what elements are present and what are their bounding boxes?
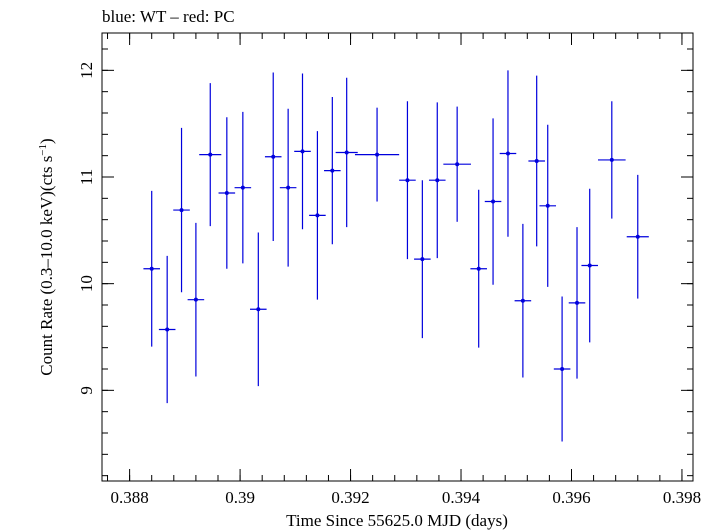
point-marker xyxy=(609,157,614,162)
data-point xyxy=(626,174,649,299)
point-marker xyxy=(240,185,245,190)
data-point xyxy=(568,227,586,379)
point-marker xyxy=(534,159,539,163)
y-tick-label: 12 xyxy=(77,62,96,79)
x-tick-label: 0.39 xyxy=(225,488,255,507)
data-point xyxy=(309,131,326,300)
y-tick-label: 11 xyxy=(77,169,96,185)
point-marker xyxy=(435,178,440,183)
point-marker xyxy=(545,203,550,208)
point-marker xyxy=(455,162,460,167)
data-point xyxy=(335,77,358,228)
data-point xyxy=(199,83,222,227)
point-marker xyxy=(587,263,592,268)
data-point xyxy=(264,72,282,241)
data-points xyxy=(143,70,649,442)
y-tick-label: 10 xyxy=(77,275,96,292)
data-point xyxy=(354,107,400,202)
data-point xyxy=(484,118,502,285)
point-marker xyxy=(149,266,154,271)
data-point xyxy=(218,117,236,269)
data-point xyxy=(143,190,160,347)
y-axis-title: Count Rate (0.3–10.0 keV)(cts s−1) xyxy=(37,138,56,375)
point-marker xyxy=(179,208,184,213)
point-marker xyxy=(256,307,261,312)
x-tick-label: 0.398 xyxy=(663,488,701,507)
y-axis-tick-labels: 9 10 11 12 xyxy=(77,62,96,395)
chart-title: blue: WT – red: PC xyxy=(102,7,235,26)
x-axis-ticks xyxy=(107,33,683,481)
point-marker xyxy=(635,234,640,239)
point-marker xyxy=(208,152,213,157)
y-axis-title-main: Count Rate (0.3–10.0 keV)(cts s xyxy=(37,156,56,376)
data-point xyxy=(443,106,471,222)
x-tick-label: 0.396 xyxy=(552,488,590,507)
data-point xyxy=(294,73,311,230)
plot-frame xyxy=(101,32,694,482)
x-tick-label: 0.392 xyxy=(331,488,369,507)
point-marker xyxy=(520,298,525,303)
point-marker xyxy=(560,367,565,371)
y-axis-title-end: ) xyxy=(37,138,56,144)
point-marker xyxy=(271,154,276,159)
data-point xyxy=(428,102,446,259)
point-marker xyxy=(315,213,320,218)
data-point xyxy=(324,97,341,245)
data-point xyxy=(187,222,205,377)
point-marker xyxy=(286,185,291,190)
x-tick-label: 0.388 xyxy=(110,488,148,507)
data-point xyxy=(414,180,431,339)
point-marker xyxy=(330,168,335,173)
data-point xyxy=(470,189,487,348)
point-marker xyxy=(476,266,481,271)
x-axis-title: Time Since 55625.0 MJD (days) xyxy=(286,511,508,530)
data-point xyxy=(514,223,532,378)
point-marker xyxy=(505,151,510,156)
point-marker xyxy=(575,300,580,305)
data-point xyxy=(158,255,176,404)
y-axis-title-exponent: −1 xyxy=(37,144,49,156)
data-point xyxy=(173,127,190,293)
data-point xyxy=(553,296,571,442)
data-point xyxy=(597,101,626,219)
data-point xyxy=(399,101,416,260)
data-point xyxy=(528,75,545,247)
point-marker xyxy=(491,199,496,204)
x-tick-label: 0.394 xyxy=(442,488,481,507)
data-point xyxy=(581,188,598,343)
point-marker xyxy=(300,149,305,154)
y-axis-ticks xyxy=(102,48,693,477)
x-axis-tick-labels: 0.388 0.39 0.392 0.394 0.396 0.398 xyxy=(110,488,701,507)
point-marker xyxy=(224,191,229,195)
point-marker xyxy=(405,178,410,183)
point-marker xyxy=(375,152,380,157)
point-marker xyxy=(165,327,170,332)
data-point xyxy=(539,124,557,287)
data-point xyxy=(499,70,517,237)
point-marker xyxy=(420,257,425,262)
point-marker xyxy=(193,297,198,302)
data-point xyxy=(234,111,252,264)
y-tick-label: 9 xyxy=(77,386,96,395)
point-marker xyxy=(344,150,349,155)
data-point xyxy=(250,232,267,387)
data-point xyxy=(279,108,297,267)
